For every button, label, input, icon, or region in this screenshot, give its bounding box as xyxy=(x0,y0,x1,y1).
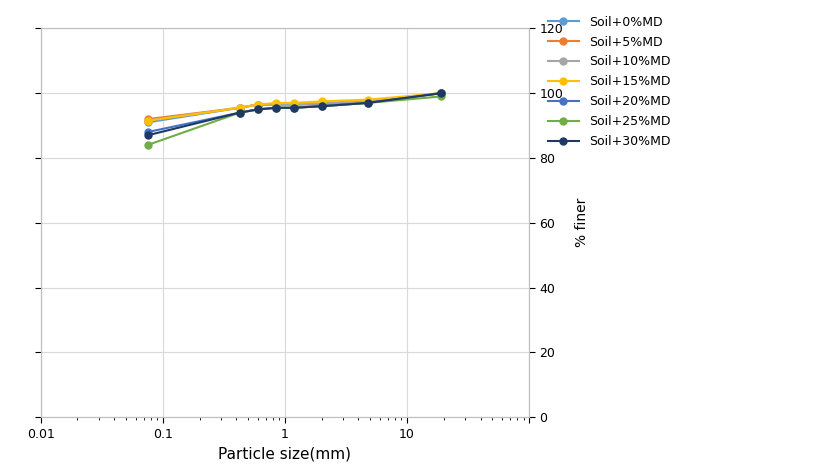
Soil+30%MD xyxy=(317,103,326,109)
Soil+25%MD xyxy=(317,103,326,109)
Line: Soil+10%MD: Soil+10%MD xyxy=(144,90,444,124)
Soil+10%MD xyxy=(317,100,326,106)
Soil+15%MD xyxy=(317,99,326,104)
Soil+15%MD xyxy=(289,100,299,106)
Soil+30%MD xyxy=(363,100,373,106)
Line: Soil+0%MD: Soil+0%MD xyxy=(144,90,444,126)
Soil+15%MD xyxy=(234,105,244,110)
Soil+10%MD xyxy=(234,105,244,110)
Soil+15%MD xyxy=(271,100,281,106)
Soil+10%MD xyxy=(142,118,152,124)
Soil+10%MD xyxy=(289,102,299,108)
Soil+25%MD xyxy=(436,94,446,100)
Legend: Soil+0%MD, Soil+5%MD, Soil+10%MD, Soil+15%MD, Soil+20%MD, Soil+25%MD, Soil+30%MD: Soil+0%MD, Soil+5%MD, Soil+10%MD, Soil+1… xyxy=(548,16,670,148)
Soil+20%MD xyxy=(253,107,263,112)
Soil+25%MD xyxy=(142,142,152,148)
Soil+5%MD xyxy=(363,99,373,104)
Soil+5%MD xyxy=(142,116,152,122)
Soil+30%MD xyxy=(289,105,299,110)
Soil+15%MD xyxy=(363,97,373,102)
Soil+5%MD xyxy=(271,102,281,108)
Soil+30%MD xyxy=(142,133,152,138)
Line: Soil+15%MD: Soil+15%MD xyxy=(144,90,444,124)
Line: Soil+25%MD: Soil+25%MD xyxy=(144,93,444,148)
Soil+20%MD xyxy=(142,129,152,135)
Soil+0%MD xyxy=(289,102,299,108)
Soil+5%MD xyxy=(436,91,446,96)
Soil+20%MD xyxy=(363,100,373,106)
Soil+5%MD xyxy=(289,102,299,108)
Soil+10%MD xyxy=(253,102,263,108)
Soil+30%MD xyxy=(253,107,263,112)
Soil+5%MD xyxy=(234,105,244,110)
Soil+30%MD xyxy=(234,110,244,116)
Soil+10%MD xyxy=(271,102,281,108)
Soil+30%MD xyxy=(436,91,446,96)
Soil+15%MD xyxy=(253,102,263,108)
Soil+20%MD xyxy=(317,103,326,109)
Soil+0%MD xyxy=(436,91,446,96)
Soil+25%MD xyxy=(253,107,263,112)
Soil+5%MD xyxy=(253,102,263,108)
Soil+15%MD xyxy=(436,91,446,96)
Soil+20%MD xyxy=(289,105,299,110)
Y-axis label: % finer: % finer xyxy=(575,198,589,247)
Soil+20%MD xyxy=(234,110,244,116)
Soil+30%MD xyxy=(271,105,281,110)
Soil+20%MD xyxy=(271,105,281,110)
Soil+0%MD xyxy=(271,102,281,108)
Soil+0%MD xyxy=(363,99,373,104)
X-axis label: Particle size(mm): Particle size(mm) xyxy=(218,446,352,461)
Soil+25%MD xyxy=(363,100,373,106)
Soil+15%MD xyxy=(142,118,152,124)
Soil+25%MD xyxy=(234,110,244,116)
Soil+25%MD xyxy=(289,105,299,110)
Soil+10%MD xyxy=(363,99,373,104)
Line: Soil+5%MD: Soil+5%MD xyxy=(144,90,444,123)
Soil+25%MD xyxy=(271,105,281,110)
Soil+5%MD xyxy=(317,100,326,106)
Soil+0%MD xyxy=(234,105,244,110)
Soil+0%MD xyxy=(142,119,152,125)
Soil+0%MD xyxy=(253,102,263,108)
Line: Soil+20%MD: Soil+20%MD xyxy=(144,90,444,136)
Soil+10%MD xyxy=(436,91,446,96)
Soil+0%MD xyxy=(317,102,326,108)
Line: Soil+30%MD: Soil+30%MD xyxy=(144,90,444,139)
Soil+20%MD xyxy=(436,91,446,96)
